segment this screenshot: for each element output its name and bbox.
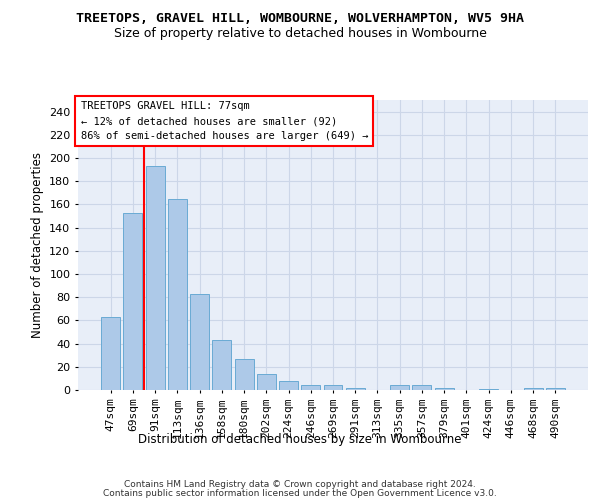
Bar [323,386,343,390]
Text: TREETOPS, GRAVEL HILL, WOMBOURNE, WOLVERHAMPTON, WV5 9HA: TREETOPS, GRAVEL HILL, WOMBOURNE, WOLVER… [76,12,524,26]
Bar [346,388,365,390]
Bar [546,388,565,390]
Bar [124,212,142,390]
Bar [412,386,431,390]
Bar [479,389,498,390]
Y-axis label: Number of detached properties: Number of detached properties [31,152,44,338]
Bar [435,388,454,390]
Text: Distribution of detached houses by size in Wombourne: Distribution of detached houses by size … [138,432,462,446]
Bar [101,317,120,390]
Text: TREETOPS GRAVEL HILL: 77sqm
← 12% of detached houses are smaller (92)
86% of sem: TREETOPS GRAVEL HILL: 77sqm ← 12% of det… [80,102,368,141]
Bar [390,386,409,390]
Bar [279,380,298,390]
Text: Contains HM Land Registry data © Crown copyright and database right 2024.: Contains HM Land Registry data © Crown c… [124,480,476,489]
Bar [257,374,276,390]
Bar [146,166,164,390]
Bar [190,294,209,390]
Bar [524,388,542,390]
Text: Size of property relative to detached houses in Wombourne: Size of property relative to detached ho… [113,28,487,40]
Bar [212,340,231,390]
Text: Contains public sector information licensed under the Open Government Licence v3: Contains public sector information licen… [103,489,497,498]
Bar [301,386,320,390]
Bar [235,358,254,390]
Bar [168,198,187,390]
